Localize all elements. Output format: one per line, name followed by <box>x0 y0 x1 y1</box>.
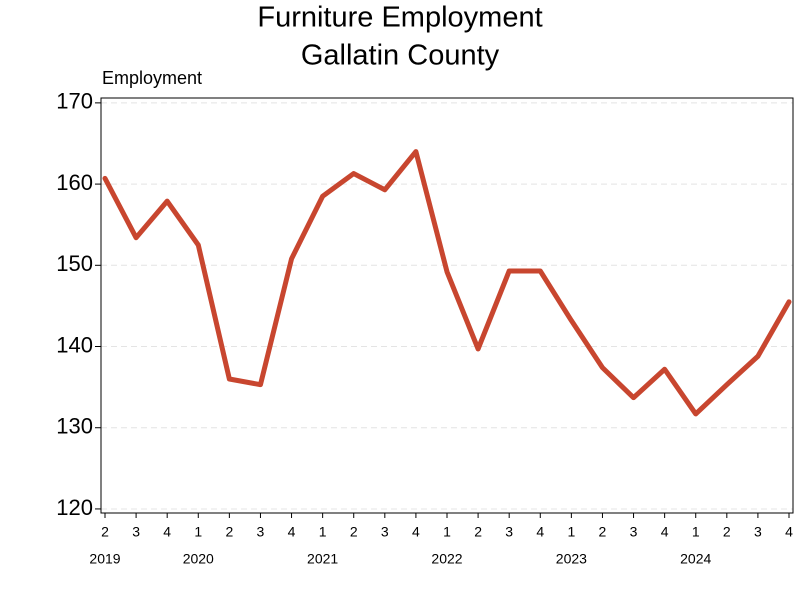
year-label: 2019 <box>89 551 120 567</box>
x-tick-label: 1 <box>692 524 700 540</box>
x-tick-label: 4 <box>785 524 793 540</box>
y-tick-label: 140 <box>56 332 93 357</box>
x-tick-label: 2 <box>474 524 482 540</box>
chart-title: Furniture Employment <box>257 2 542 34</box>
x-tick-label: 4 <box>536 524 544 540</box>
y-tick-label: 170 <box>56 89 93 114</box>
x-tick-label: 3 <box>257 524 265 540</box>
x-tick-label: 3 <box>505 524 513 540</box>
x-tick-label: 2 <box>599 524 607 540</box>
x-tick-label: 3 <box>754 524 762 540</box>
x-tick-label: 2 <box>225 524 233 540</box>
x-tick-label: 1 <box>319 524 327 540</box>
chart-subtitle: Gallatin County <box>301 40 500 72</box>
y-tick-label: 130 <box>56 414 93 439</box>
y-tick-label: 120 <box>56 495 93 520</box>
x-tick-label: 1 <box>567 524 575 540</box>
x-tick-label: 3 <box>132 524 140 540</box>
x-tick-label: 2 <box>350 524 358 540</box>
x-tick-label: 3 <box>381 524 389 540</box>
x-tick-label: 1 <box>443 524 451 540</box>
year-label: 2021 <box>307 551 338 567</box>
year-label: 2023 <box>556 551 587 567</box>
y-tick-label: 150 <box>56 251 93 276</box>
x-tick-label: 4 <box>412 524 420 540</box>
x-tick-label: 3 <box>630 524 638 540</box>
data-line <box>102 149 792 417</box>
year-label: 2024 <box>680 551 711 567</box>
year-label: 2022 <box>431 551 462 567</box>
x-tick-label: 4 <box>661 524 669 540</box>
x-tick-label: 2 <box>723 524 731 540</box>
x-tick-label: 4 <box>288 524 296 540</box>
y-tick-label: 160 <box>56 170 93 195</box>
y-axis-label: Employment <box>102 68 202 88</box>
year-label: 2020 <box>183 551 214 567</box>
x-tick-label: 2 <box>101 524 109 540</box>
x-tick-label: 4 <box>163 524 171 540</box>
x-tick-label: 1 <box>194 524 202 540</box>
